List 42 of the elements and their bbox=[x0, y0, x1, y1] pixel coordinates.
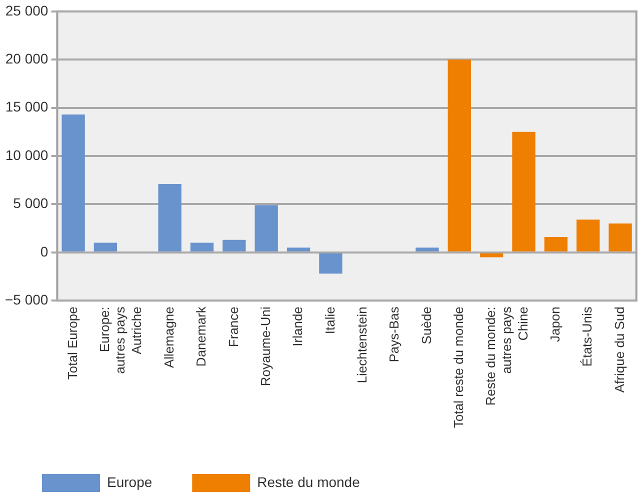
bar bbox=[416, 248, 439, 252]
y-tick-label: 10 000 bbox=[5, 146, 48, 163]
legend-label: Europe bbox=[107, 474, 152, 490]
bar bbox=[286, 248, 310, 252]
bar bbox=[190, 242, 214, 252]
x-tick-label: Total reste du monde bbox=[450, 306, 466, 428]
x-tick-label: Chine bbox=[515, 306, 530, 341]
x-tick-label: Irlande bbox=[290, 306, 306, 346]
bar bbox=[319, 253, 342, 274]
bar bbox=[94, 242, 118, 252]
bar bbox=[608, 223, 632, 252]
x-tick-label: Liechtenstein bbox=[354, 306, 370, 384]
y-tick-label: 5 000 bbox=[13, 195, 48, 212]
x-tick-label: Royaume-Uni bbox=[258, 306, 273, 386]
x-tick-label: Allemagne bbox=[161, 306, 176, 368]
y-tick-label: 25 000 bbox=[5, 2, 48, 18]
bar bbox=[544, 236, 568, 252]
bar bbox=[254, 205, 278, 252]
x-tick-label: Suède bbox=[418, 306, 434, 344]
x-tick-label: Danemark bbox=[194, 306, 209, 367]
x-tick-label: Afrique du Sud bbox=[612, 306, 627, 393]
bar bbox=[222, 240, 246, 252]
x-tick-label: Reste du monde: autres pays bbox=[483, 306, 514, 406]
x-tick-label: Autriche bbox=[129, 306, 144, 354]
y-tick-label: −5 000 bbox=[4, 291, 48, 308]
bar bbox=[62, 114, 85, 252]
bar bbox=[480, 253, 504, 258]
y-tick-label: 0 bbox=[40, 243, 48, 260]
y-tick-label: 15 000 bbox=[5, 98, 48, 115]
legend-label: Reste du monde bbox=[257, 474, 360, 490]
x-tick-label: France bbox=[226, 306, 241, 348]
bar bbox=[512, 132, 536, 252]
bar bbox=[576, 220, 600, 252]
x-tick-label: Total Europe bbox=[64, 306, 80, 380]
y-tick-label: 20 000 bbox=[5, 50, 48, 66]
x-tick-label: Pays-Bas bbox=[386, 306, 402, 362]
bar bbox=[158, 184, 182, 252]
x-tick-label: États-Unis bbox=[580, 306, 595, 367]
x-tick-label: Europe: autres pays bbox=[97, 306, 128, 374]
x-tick-label: Italie bbox=[322, 306, 338, 334]
bar bbox=[448, 60, 471, 252]
x-tick-label: Japon bbox=[548, 306, 563, 342]
